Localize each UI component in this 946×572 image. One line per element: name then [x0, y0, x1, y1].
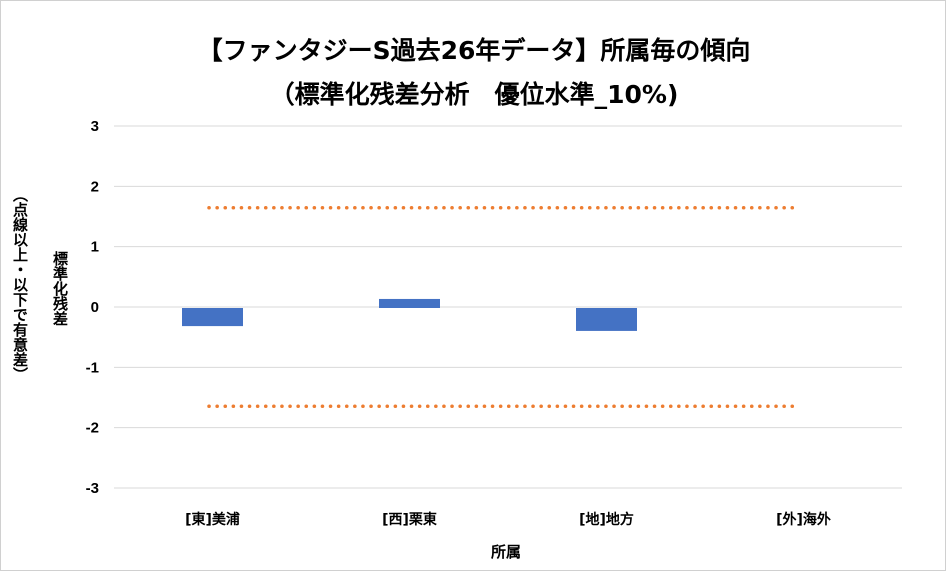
chart-subtitle: （標準化残差分析 優位水準_10%): [269, 80, 679, 109]
y-tick-label: -3: [86, 480, 99, 497]
y-axis-subtitle: （点線以上・以下で有意差）: [11, 187, 29, 382]
bars: [182, 298, 637, 331]
gridlines: [114, 125, 902, 489]
y-tick-label: -2: [86, 420, 99, 437]
y-tick-label: -1: [86, 359, 99, 376]
x-category-label: [地]地方: [579, 511, 634, 528]
y-axis-title: 標準化残差: [51, 251, 69, 326]
chart-title: 【ファンタジーS過去26年データ】所属毎の傾向: [197, 36, 751, 65]
y-tick-label: 0: [91, 299, 99, 316]
bar: [576, 308, 637, 331]
y-tick-label: 2: [91, 178, 99, 195]
bar: [182, 308, 243, 327]
x-category-label: [外]海外: [776, 511, 831, 528]
y-tick-label: 3: [91, 118, 99, 135]
bar: [379, 298, 440, 308]
x-category-label: [東]美浦: [185, 511, 240, 528]
y-tick-label: 1: [91, 239, 99, 256]
x-axis-title: 所属: [491, 543, 521, 561]
y-tick-labels: 3 2 1 0 -1 -2 -3: [86, 118, 99, 497]
x-category-labels: [東]美浦 [西]栗東 [地]地方 [外]海外: [185, 511, 831, 528]
threshold-lines: [207, 206, 799, 408]
x-category-label: [西]栗東: [382, 511, 437, 528]
